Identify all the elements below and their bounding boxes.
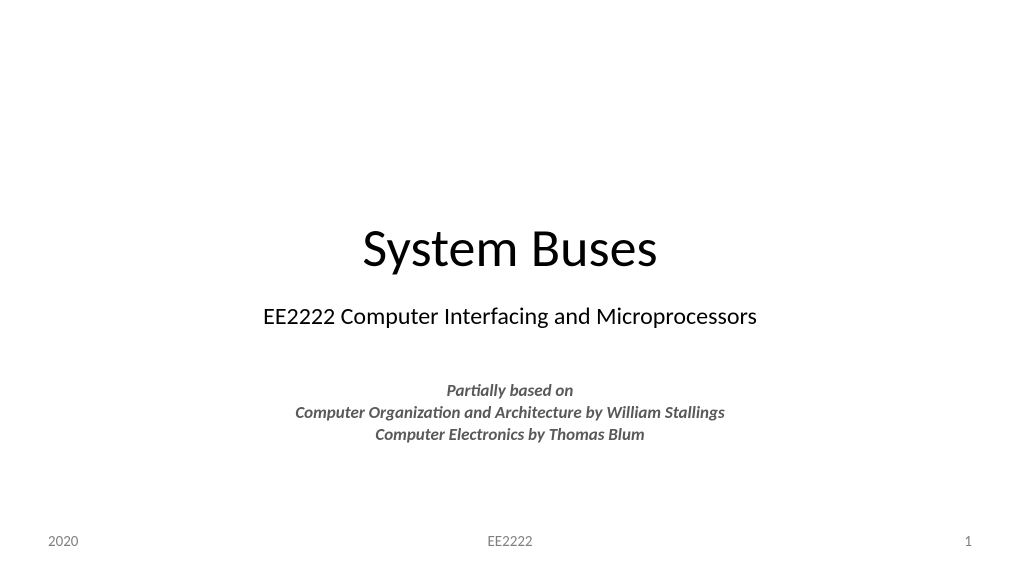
slide-subtitle: EE2222 Computer Interfacing and Micropro… <box>0 302 1020 331</box>
footer-page-number: 1 <box>964 533 972 551</box>
slide: System Buses EE2222 Computer Interfacing… <box>0 0 1020 573</box>
slide-title: System Buses <box>0 215 1020 281</box>
credits-line: Computer Electronics by Thomas Blum <box>0 424 1020 446</box>
footer-course: EE2222 <box>0 533 1020 551</box>
credits-line: Computer Organization and Architecture b… <box>0 402 1020 424</box>
credits-line: Partially based on <box>0 380 1020 402</box>
slide-credits: Partially based on Computer Organization… <box>0 380 1020 446</box>
